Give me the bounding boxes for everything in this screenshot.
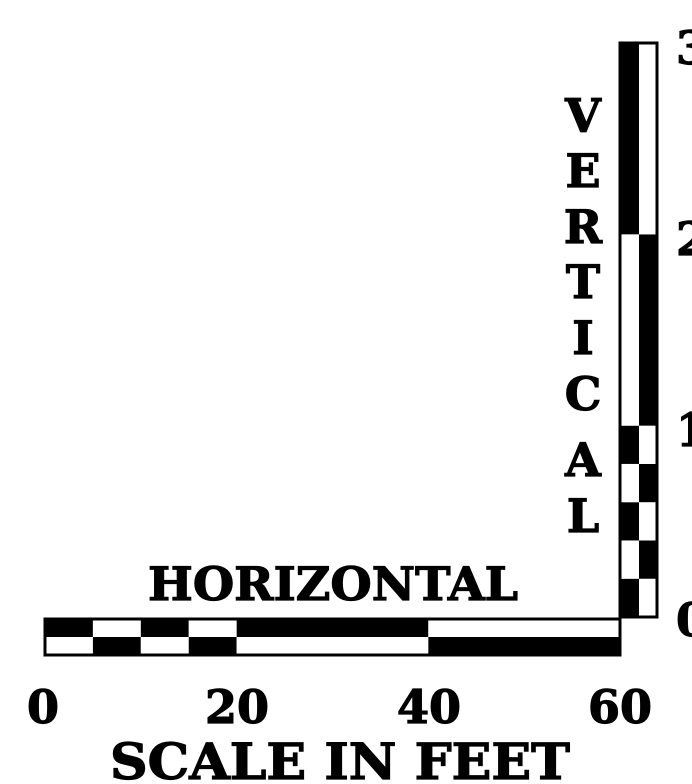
h-cell-bottom	[92, 637, 141, 655]
h-cell-bottom	[140, 637, 189, 655]
h-cell-bottom	[428, 637, 620, 655]
h-cell-bottom	[188, 637, 237, 655]
v-tick-label-2: 2	[676, 212, 692, 266]
v-tick-label-3: 3	[676, 21, 692, 75]
v-cell-right	[639, 540, 657, 579]
h-cell-bottom	[236, 637, 429, 655]
v-cell-left	[620, 502, 639, 541]
v-bar-outline	[618, 41, 659, 619]
h-tick-label-0: 0	[27, 680, 59, 734]
v-cell-right	[639, 43, 657, 235]
vertical-label-letter: A	[564, 433, 602, 487]
vertical-label-letter: T	[566, 255, 600, 309]
vertical-label-letter: R	[564, 200, 603, 254]
v-cell-left	[620, 540, 639, 579]
vertical-label-letter: C	[565, 367, 602, 421]
vertical-label-letter: I	[572, 311, 594, 365]
vertical-label-letter: L	[567, 489, 599, 543]
vertical-label-letter: E	[565, 144, 600, 198]
vertical-scale-bar	[618, 41, 659, 619]
h-cell-top	[140, 619, 189, 637]
v-cell-left	[620, 463, 639, 503]
v-cell-right	[639, 463, 657, 503]
h-bar-outline	[43, 617, 622, 657]
v-cell-left	[620, 578, 639, 617]
v-cell-right	[639, 425, 657, 464]
v-cell-left	[620, 425, 639, 464]
vertical-label-letter: V	[564, 89, 602, 143]
h-cell-top	[188, 619, 237, 637]
h-cell-top	[45, 619, 93, 637]
h-tick-label-60: 60	[588, 680, 652, 734]
v-cell-left	[620, 234, 639, 426]
h-tick-label-40: 40	[397, 680, 461, 734]
h-cell-top	[428, 619, 620, 637]
horizontal-scale-bar	[43, 617, 622, 657]
h-cell-bottom	[45, 637, 93, 655]
h-cell-top	[92, 619, 141, 637]
horizontal-label: HORIZONTAL	[148, 557, 518, 611]
v-cell-right	[639, 502, 657, 541]
h-cell-top	[236, 619, 429, 637]
v-cell-right	[639, 234, 657, 426]
v-cell-right	[639, 578, 657, 617]
v-tick-label-1: 1	[676, 403, 692, 457]
v-cell-left	[620, 43, 639, 235]
h-tick-label-20: 20	[205, 680, 269, 734]
scale-title: SCALE IN FEET	[110, 732, 570, 784]
v-tick-label-0: 0	[676, 593, 692, 647]
